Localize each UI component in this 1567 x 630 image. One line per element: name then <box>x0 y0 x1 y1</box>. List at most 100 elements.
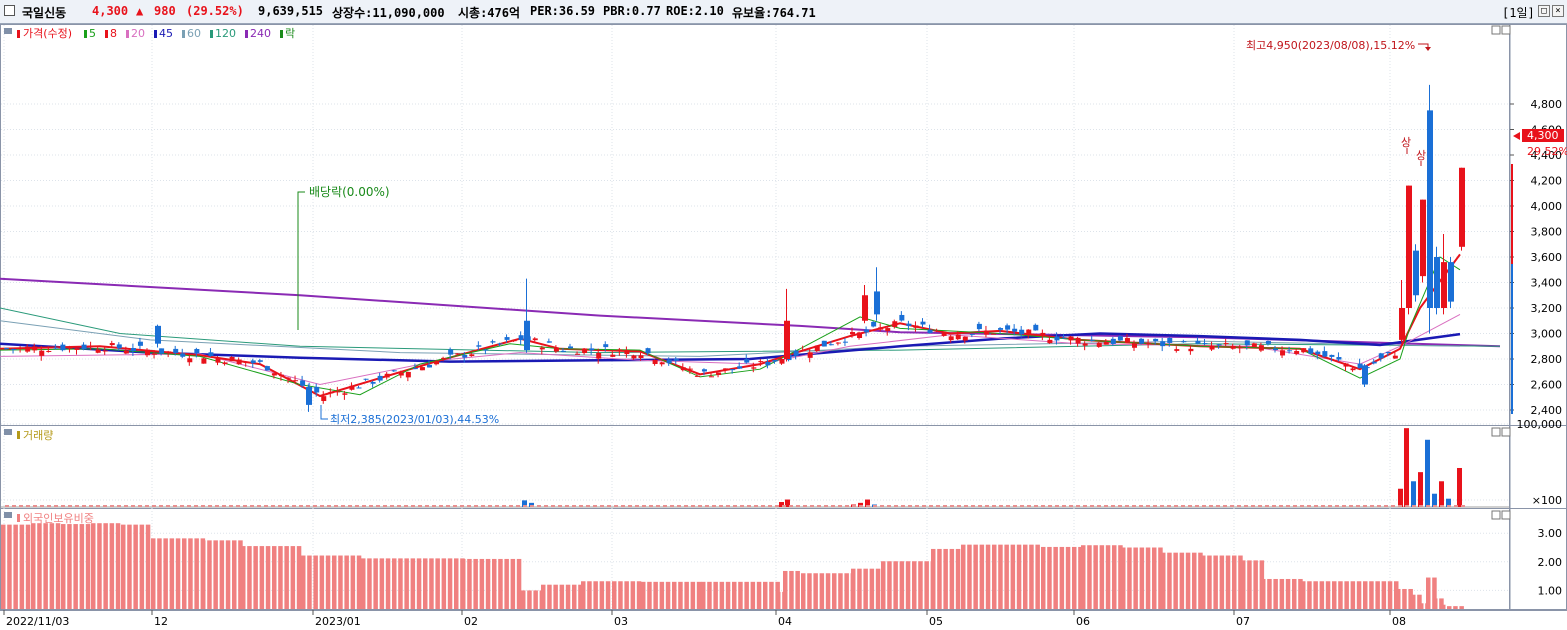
candle-body <box>159 348 165 354</box>
volume-bar <box>523 505 527 507</box>
volume-bar <box>1384 505 1388 507</box>
volume-bar <box>5 505 9 507</box>
close-icon[interactable]: × <box>1552 5 1564 17</box>
foreign-bar <box>1105 545 1111 609</box>
foreign-bar <box>109 523 115 609</box>
foreign-bar <box>1332 581 1337 609</box>
volume-bar <box>1167 505 1171 507</box>
foreign-bar <box>492 558 497 609</box>
foreign-bar <box>175 538 181 609</box>
maximize-icon[interactable]: □ <box>1538 5 1550 17</box>
foreign-bar <box>707 581 712 609</box>
volume-bar <box>103 505 107 507</box>
volume-bar <box>810 505 814 507</box>
candle-body <box>744 359 750 363</box>
volume-bar <box>712 505 716 507</box>
foreign-bar <box>869 568 875 609</box>
panel-handle-icon[interactable] <box>4 28 12 34</box>
volume-bar <box>698 505 702 507</box>
candle-body <box>511 339 517 342</box>
foreign-bar <box>918 561 923 609</box>
volume-bar <box>649 505 653 507</box>
foreign-bar <box>1253 560 1258 609</box>
candle-body <box>1019 329 1025 335</box>
price-tick-label: 2,800 <box>1531 353 1563 366</box>
price-tick-label: 4,800 <box>1531 98 1563 111</box>
foreign-bar <box>653 581 658 609</box>
candle-body <box>1329 354 1335 357</box>
panel-close-icon[interactable] <box>1501 25 1511 35</box>
foreign-bar <box>85 524 91 609</box>
panel-handle-icon[interactable] <box>4 512 12 518</box>
foreign-bar <box>1004 544 1009 609</box>
candle-body <box>835 342 841 344</box>
panel-maximize-icon[interactable] <box>1491 427 1501 437</box>
foreign-bar <box>301 555 306 609</box>
foreign-bar <box>259 546 265 609</box>
foreign-bar <box>97 523 102 609</box>
volume-bar <box>453 505 457 507</box>
volume-bar <box>1139 505 1143 507</box>
volume-bar <box>187 505 191 507</box>
legend-swatch <box>84 30 87 38</box>
candle-body <box>46 351 52 353</box>
volume-bar <box>1461 505 1465 507</box>
panel-maximize-icon[interactable] <box>1491 25 1501 35</box>
volume-bar <box>775 505 779 507</box>
volume-bar <box>1300 505 1304 507</box>
foreign-bar <box>1319 581 1325 609</box>
candle-body <box>553 347 559 352</box>
volume-bar <box>670 505 674 507</box>
volume-bar <box>1446 498 1451 507</box>
panel-close-icon[interactable] <box>1501 510 1511 520</box>
foreign-bar <box>313 555 318 609</box>
volume-bar <box>75 505 79 507</box>
volume-bar <box>47 505 51 507</box>
foreign-bar <box>188 538 193 609</box>
candle-body <box>1096 342 1102 347</box>
volume-bar <box>740 505 744 507</box>
x-axis-labels: 2022/11/03 12 2023/01 02 03 04 05 06 07 08 <box>3 610 1406 628</box>
volume-bar <box>943 505 947 507</box>
foreign-bar <box>863 568 868 609</box>
candle-body <box>1336 357 1342 360</box>
candle-body <box>1413 250 1419 296</box>
panel-buttons-price[interactable] <box>1491 25 1511 35</box>
volume-bar <box>1062 505 1066 507</box>
candle-body <box>652 359 658 364</box>
volume-bar <box>40 505 44 507</box>
candle-body <box>709 376 714 378</box>
volume-bar <box>779 502 784 507</box>
panel-close-icon[interactable] <box>1501 427 1511 437</box>
period-selector[interactable]: [1일] <box>1502 6 1535 20</box>
panel-handle-icon[interactable] <box>4 429 12 435</box>
candle-body <box>1216 344 1222 346</box>
candle-body <box>356 387 362 389</box>
select-checkbox[interactable] <box>4 5 15 16</box>
foreign-bar <box>678 581 683 609</box>
foreign-bar <box>67 524 72 609</box>
volume-bar <box>1425 439 1430 507</box>
volume-bar <box>1146 505 1150 507</box>
ma-legend: 5 8 20 45 60 120 240 락 <box>84 27 295 40</box>
volume-bar <box>565 505 569 507</box>
foreign-bar <box>624 581 629 609</box>
candle-body <box>455 353 461 355</box>
volume-bar <box>1370 505 1374 507</box>
panel-maximize-icon[interactable] <box>1491 510 1501 520</box>
candle-body <box>1124 338 1130 343</box>
candle-body <box>469 354 475 357</box>
volume-bar <box>852 505 856 507</box>
limit-up-label: 상 <box>1401 136 1411 149</box>
legend-marker-icon <box>17 431 20 439</box>
foreign-bar <box>1356 581 1362 609</box>
candle-body <box>18 347 24 349</box>
foreign-bar <box>344 555 349 609</box>
candle-body <box>278 374 284 377</box>
foreign-bar <box>1179 552 1185 609</box>
volume-bar <box>1237 505 1241 507</box>
candle-body <box>532 338 538 341</box>
candle-body <box>920 321 926 325</box>
candle-body <box>1054 336 1060 341</box>
foreign-bar <box>25 524 31 609</box>
